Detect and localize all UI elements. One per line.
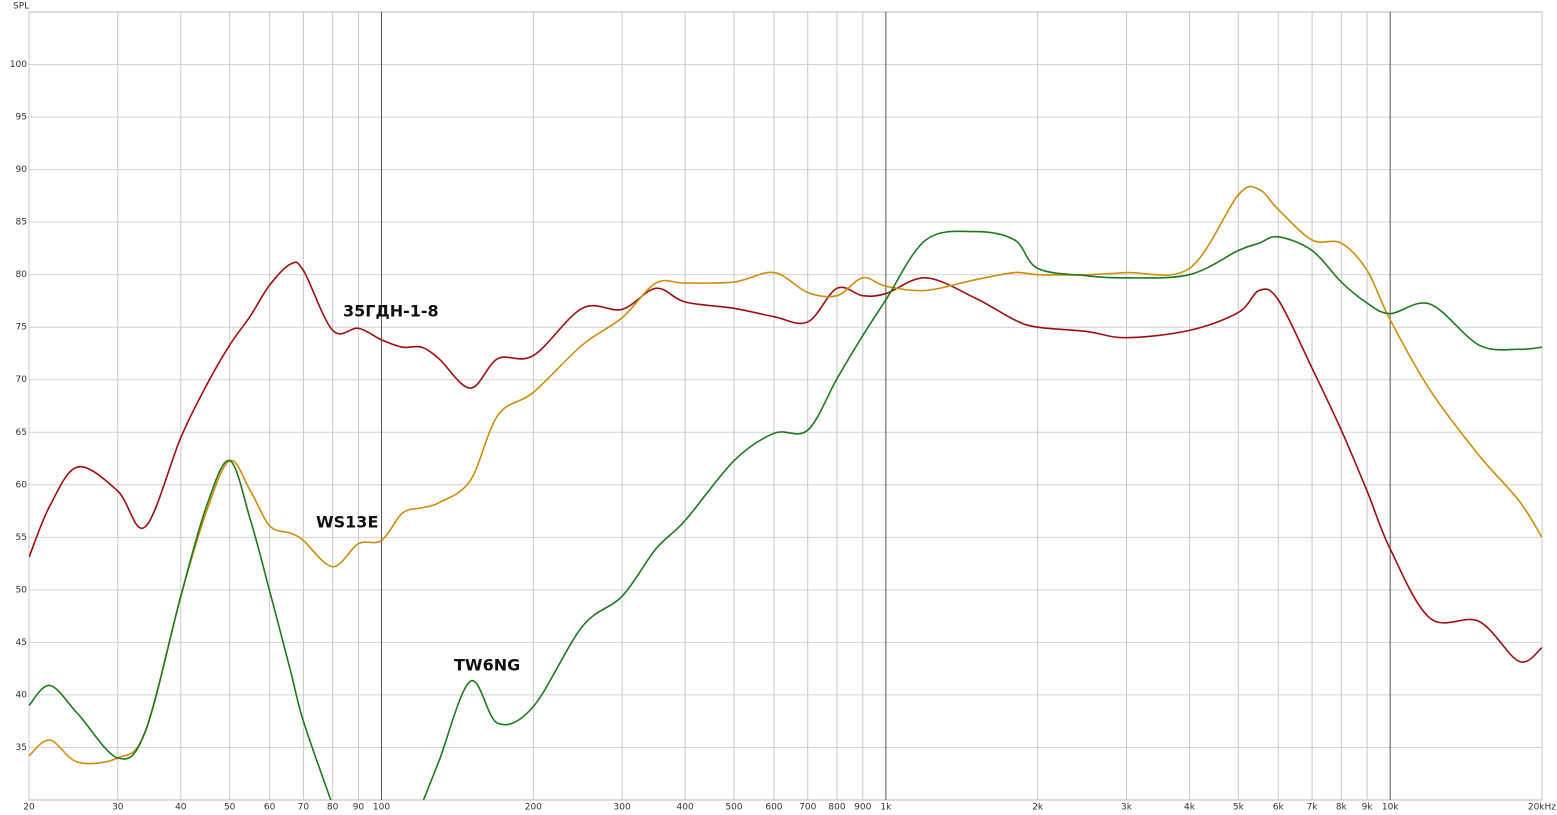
y-tick-label: 55 [16, 533, 27, 543]
x-tick-label: 2k [1032, 803, 1044, 813]
y-tick-label: 85 [16, 218, 27, 228]
x-tick-label: 500 [725, 803, 742, 813]
x-tick-label: 400 [677, 803, 694, 813]
x-tick-label: 8k [1336, 803, 1348, 813]
x-tick-label: 1k [880, 803, 892, 813]
x-tick-label: 3k [1121, 803, 1133, 813]
grid [28, 12, 1543, 800]
line [29, 261, 1542, 663]
x-tick-label: 7k [1307, 803, 1319, 813]
line [29, 230, 1542, 800]
x-tick-label: 300 [614, 803, 631, 813]
y-tick-label: 40 [16, 690, 28, 700]
x-tick-label: 4k [1184, 803, 1196, 813]
x-tick-label: 90 [353, 803, 365, 813]
x-tick-label: 900 [854, 803, 871, 813]
y-tick-label: 35 [16, 743, 27, 753]
line [29, 185, 1542, 765]
x-tick-label: 70 [298, 803, 310, 813]
x-tick-label: 60 [264, 803, 276, 813]
x-tick-label: 100 [373, 803, 390, 813]
y-tick-label: 95 [16, 113, 27, 123]
y-tick-label: 75 [16, 323, 27, 333]
x-tick-label: 600 [765, 803, 782, 813]
y-tick-label: 60 [16, 480, 28, 490]
x-tick-label: 40 [175, 803, 187, 813]
x-tick-label: 9k [1362, 803, 1374, 813]
series-label: 35ГДН-1-8 [343, 302, 439, 321]
y-tick-label: 45 [16, 638, 27, 648]
x-tick-label: 5k [1233, 803, 1245, 813]
x-tick-label: 80 [327, 803, 339, 813]
y-tick-label: 90 [16, 165, 28, 175]
lines [29, 185, 1542, 800]
y-tick-label: 65 [16, 428, 27, 438]
y-tick-label: 70 [16, 375, 28, 385]
x-tick-label: 50 [224, 803, 236, 813]
y-tick-label: 50 [16, 585, 28, 595]
x-tick-label: 10k [1382, 803, 1399, 813]
y-tick-label: 80 [16, 270, 28, 280]
x-tick-label: 20 [23, 803, 35, 813]
y-tick-label: 100 [10, 60, 27, 70]
plot-area [28, 11, 1543, 801]
x-tick-label: 20kHz [1528, 803, 1556, 813]
x-tick-label: 700 [799, 803, 816, 813]
y-axis-label: SPL [13, 2, 29, 12]
x-tick-label: 6k [1273, 803, 1285, 813]
x-tick-label: 30 [112, 803, 124, 813]
series-label: WS13E [316, 513, 378, 532]
series-label: TW6NG [454, 656, 520, 675]
x-tick-label: 800 [828, 803, 845, 813]
x-tick-label: 200 [525, 803, 542, 813]
